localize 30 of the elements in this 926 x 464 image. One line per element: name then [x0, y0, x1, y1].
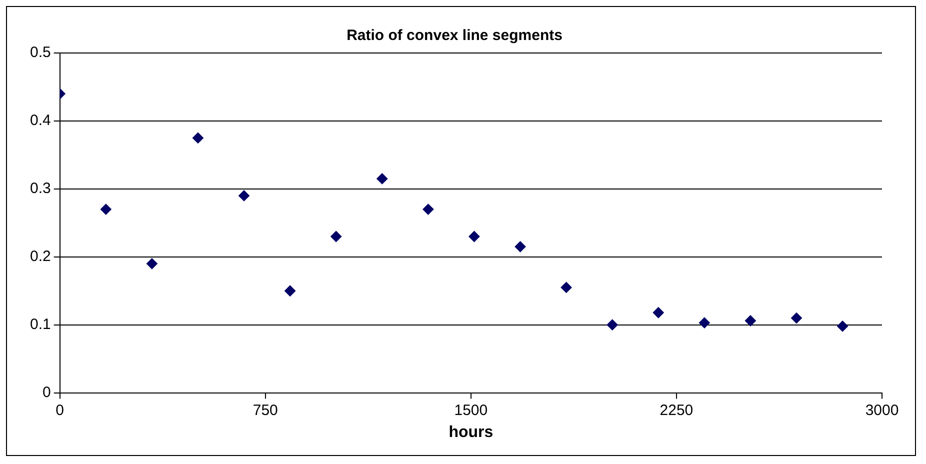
- x-axis-title: hours: [448, 424, 494, 441]
- x-tick-label: 1500: [454, 402, 488, 419]
- point: [192, 132, 204, 144]
- point: [790, 312, 802, 324]
- point: [146, 258, 158, 270]
- y-tick-label: 0.2: [30, 248, 51, 266]
- y-tick-label: 0.3: [30, 180, 51, 198]
- point: [422, 204, 434, 215]
- x-tick-label: 3000: [865, 402, 899, 419]
- x-tick-label: 0: [56, 402, 64, 419]
- point: [744, 315, 756, 326]
- point: [468, 230, 480, 242]
- point: [560, 282, 572, 293]
- point: [376, 173, 388, 184]
- y-tick-label: 0.4: [30, 112, 51, 130]
- y-tick-label: 0: [42, 384, 51, 401]
- point: [238, 190, 250, 202]
- point: [698, 317, 710, 328]
- point: [837, 320, 848, 332]
- point: [330, 230, 342, 242]
- x-tick-label: 750: [252, 402, 278, 419]
- point: [514, 241, 526, 252]
- x-tick-label: 2250: [660, 402, 694, 419]
- point: [100, 204, 112, 215]
- point: [284, 285, 296, 296]
- point: [606, 319, 618, 330]
- y-tick-label: 0.5: [30, 44, 51, 62]
- point: [652, 307, 664, 318]
- chart-title: Ratio of convex line segments: [346, 27, 562, 44]
- y-tick-label: 0.1: [30, 316, 51, 333]
